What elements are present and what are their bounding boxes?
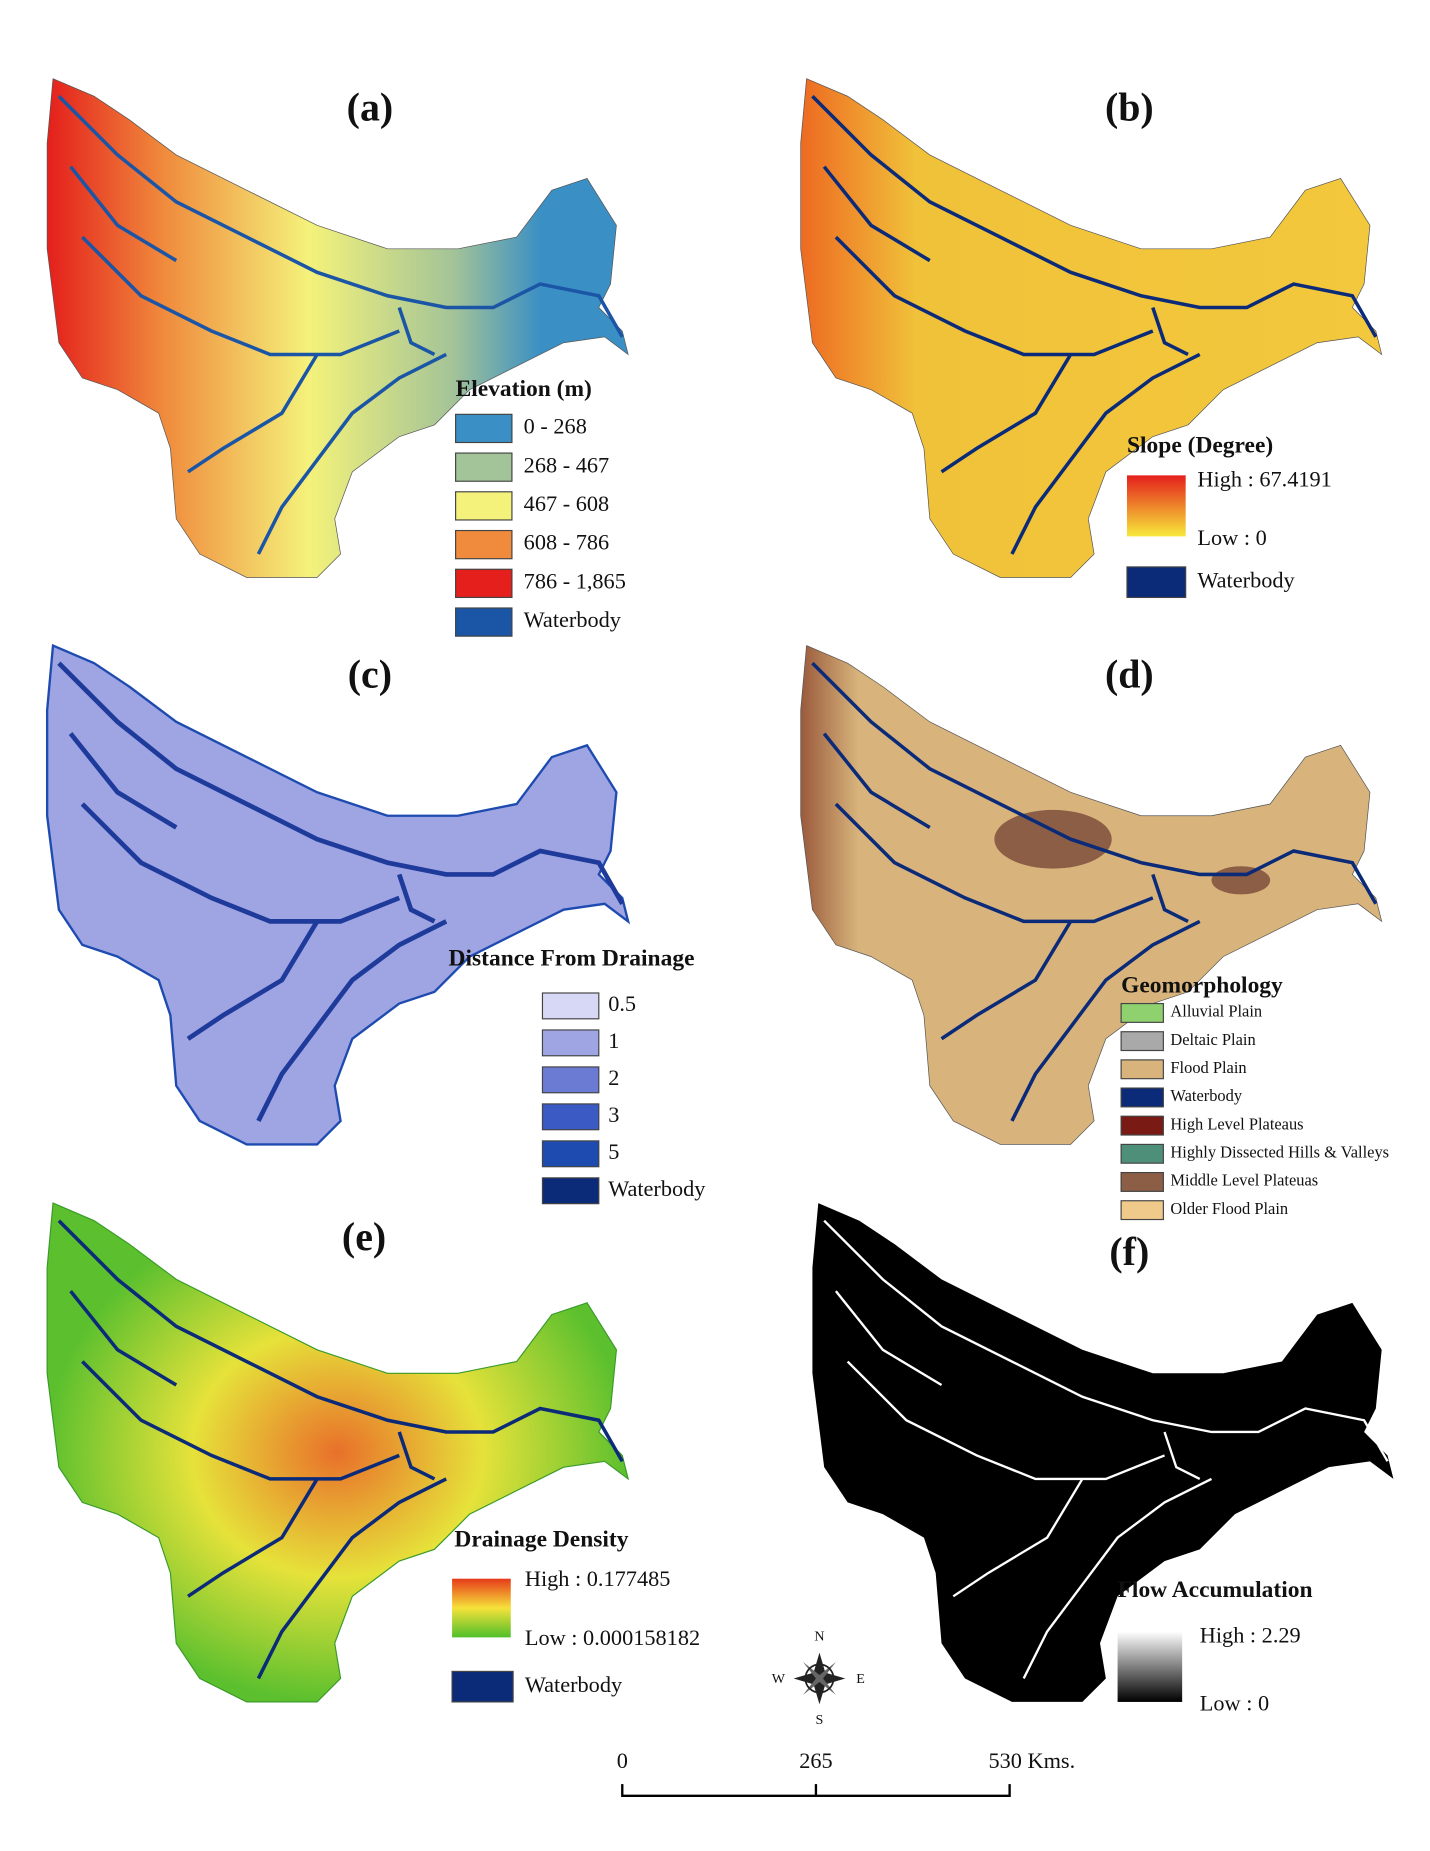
- panel-label: (c): [348, 652, 392, 697]
- legend-label: Middle Level Plateuas: [1170, 1171, 1318, 1190]
- scale-label: 265: [799, 1748, 832, 1773]
- legend-label: Alluvial Plain: [1170, 1002, 1262, 1021]
- legend-label: 786 - 1,865: [524, 568, 626, 593]
- legend-label: 0 - 268: [524, 414, 587, 439]
- legend-title: Flow Accumulation: [1118, 1577, 1313, 1603]
- compass: [793, 1652, 846, 1705]
- legend-label: Waterbody: [1170, 1086, 1242, 1105]
- legend-label: 1: [608, 1028, 619, 1053]
- legend-label: Waterbody: [525, 1672, 623, 1697]
- map-c: [45, 644, 630, 1146]
- legend-swatch: [1120, 1002, 1164, 1023]
- scale-label: 530 Kms.: [988, 1748, 1075, 1773]
- compass-letter: W: [772, 1671, 786, 1687]
- legend-high: High : 0.177485: [525, 1566, 671, 1591]
- legend-high: High : 2.29: [1200, 1623, 1301, 1648]
- legend-title: Slope (Degree): [1127, 433, 1273, 459]
- legend-label: Waterbody: [608, 1176, 706, 1201]
- legend-label: 0.5: [608, 991, 636, 1016]
- legend-label: High Level Plateaus: [1170, 1114, 1303, 1133]
- legend-label: Waterbody: [524, 607, 622, 632]
- map-d: [800, 644, 1383, 1145]
- legend-swatch: [541, 1103, 600, 1131]
- compass-letter: S: [816, 1712, 824, 1728]
- legend-swatch: [541, 1066, 600, 1094]
- legend-label: 5: [608, 1139, 619, 1164]
- legend-swatch: [455, 491, 513, 521]
- legend-swatch: [1120, 1031, 1164, 1052]
- panel-label: (f): [1109, 1229, 1149, 1274]
- legend-label: Highly Dissected Hills & Valleys: [1170, 1143, 1389, 1162]
- map-b: [800, 78, 1383, 579]
- legend-title: Drainage Density: [454, 1527, 628, 1553]
- legend-swatch: [541, 992, 600, 1020]
- legend-title: Geomorphology: [1121, 973, 1283, 999]
- scale-label: 0: [617, 1748, 628, 1773]
- legend-label: Flood Plain: [1170, 1058, 1246, 1077]
- legend-high: High : 67.4191: [1197, 466, 1331, 491]
- legend-label: Deltaic Plain: [1170, 1030, 1255, 1049]
- legend-label: 2: [608, 1065, 619, 1090]
- panel-label: (a): [347, 85, 394, 130]
- legend-low: Low : 0.000158182: [525, 1625, 700, 1650]
- legend-swatch: [541, 1177, 600, 1205]
- legend-swatch: [1120, 1171, 1164, 1192]
- panel-label: (d): [1105, 652, 1154, 697]
- legend-ramp: [452, 1578, 511, 1638]
- legend-swatch: [455, 607, 513, 637]
- legend-label: Waterbody: [1197, 567, 1295, 592]
- scale-bar: [621, 1784, 1011, 1798]
- legend-label: 3: [608, 1102, 619, 1127]
- legend-ramp: [1117, 1631, 1183, 1702]
- legend-low: Low : 0: [1200, 1691, 1269, 1716]
- compass-letter: N: [814, 1629, 824, 1645]
- legend-title: Distance From Drainage: [449, 946, 695, 972]
- legend-swatch: [455, 568, 513, 599]
- legend-swatch: [1120, 1115, 1164, 1136]
- legend-label: 268 - 467: [524, 452, 609, 477]
- legend-ramp: [1126, 475, 1186, 537]
- legend-title: Elevation (m): [456, 376, 592, 402]
- legend-swatch: [451, 1670, 514, 1703]
- legend-swatch: [455, 452, 513, 482]
- legend-swatch: [1120, 1143, 1164, 1164]
- legend-swatch: [455, 529, 513, 560]
- compass-letter: E: [856, 1671, 865, 1687]
- legend-swatch: [541, 1140, 600, 1168]
- legend-swatch: [1120, 1087, 1164, 1108]
- panel-label: (e): [342, 1214, 386, 1259]
- legend-swatch: [1126, 566, 1187, 599]
- legend-label: Older Flood Plain: [1170, 1199, 1288, 1218]
- map-f: [812, 1203, 1394, 1702]
- legend-swatch: [455, 413, 513, 444]
- legend-label: 467 - 608: [524, 491, 609, 516]
- legend-swatch: [1120, 1059, 1164, 1080]
- panel-label: (b): [1105, 85, 1154, 130]
- legend-swatch: [1120, 1200, 1164, 1221]
- legend-swatch: [541, 1029, 600, 1057]
- legend-label: 608 - 786: [524, 530, 609, 555]
- legend-low: Low : 0: [1197, 525, 1266, 550]
